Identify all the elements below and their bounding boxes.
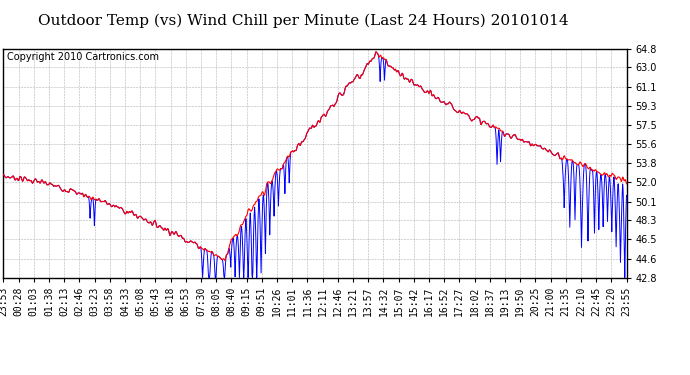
Text: Outdoor Temp (vs) Wind Chill per Minute (Last 24 Hours) 20101014: Outdoor Temp (vs) Wind Chill per Minute … — [38, 13, 569, 27]
Text: Copyright 2010 Cartronics.com: Copyright 2010 Cartronics.com — [7, 52, 159, 62]
